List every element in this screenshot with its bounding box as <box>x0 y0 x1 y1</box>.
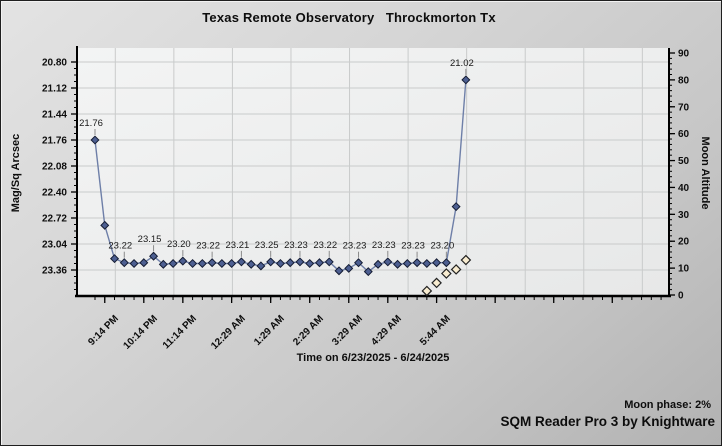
sqm-point-label: 23.23 <box>284 240 308 251</box>
sqm-data-point <box>393 259 403 269</box>
sqm-data-point <box>334 266 344 276</box>
y-left-tick-label: 21.12 <box>42 84 67 95</box>
sqm-point-label: 23.22 <box>196 241 220 252</box>
sqm-data-point <box>158 259 168 269</box>
sqm-point-label: 23.23 <box>343 241 367 252</box>
y-left-tick-label: 22.40 <box>42 188 67 199</box>
sqm-data-point <box>402 258 412 269</box>
sqm-data-point <box>285 258 295 268</box>
y-left-tick-label: 23.36 <box>42 266 67 277</box>
sqm-data-point <box>295 257 305 267</box>
x-tick-label: 4:29 AM <box>369 313 404 348</box>
x-tick-label: 11:14 PM <box>161 313 199 351</box>
x-tick-label: 1:29 AM <box>252 313 287 348</box>
moon-altitude-point <box>431 277 442 289</box>
moon-altitude-point <box>450 264 462 275</box>
app-credit-text: SQM Reader Pro 3 by Knightware <box>500 414 715 429</box>
moon-altitude-point <box>441 268 452 279</box>
y-right-tick-label: 30 <box>678 210 690 221</box>
y-right-tick-label: 50 <box>678 156 690 167</box>
sqm-point-label: 21.76 <box>79 118 103 129</box>
sqm-data-point <box>363 267 373 277</box>
sqm-data-point <box>119 258 129 268</box>
y-left-tick-label: 20.80 <box>42 58 67 69</box>
y-left-tick-label: 21.44 <box>42 110 67 121</box>
sqm-data-point <box>217 258 227 269</box>
sqm-data-point <box>197 258 207 269</box>
moon-altitude-point <box>460 254 472 266</box>
sqm-data-point <box>324 257 334 267</box>
sqm-data-point <box>314 258 324 268</box>
sqm-data-point <box>256 261 266 271</box>
sqm-data-point <box>441 258 451 268</box>
sqm-data-point <box>90 135 100 145</box>
sqm-data-point <box>246 259 256 269</box>
y-right-tick-label: 0 <box>678 291 684 302</box>
sqm-data-point <box>110 254 120 264</box>
plot-area <box>77 48 669 295</box>
sqm-point-label: 23.22 <box>108 241 132 252</box>
moon-phase-text: Moon phase: 2% <box>624 399 711 411</box>
x-tick-label: 5:44 AM <box>418 313 453 348</box>
sqm-data-point <box>451 202 461 212</box>
sqm-data-point <box>188 258 198 269</box>
sqm-point-label: 23.23 <box>372 240 396 251</box>
sqm-data-point <box>236 257 246 267</box>
sqm-data-point <box>168 258 178 269</box>
sqm-data-point <box>275 258 285 269</box>
sqm-point-label: 21.02 <box>450 58 474 69</box>
sqm-point-label: 23.15 <box>138 234 162 245</box>
sqm-data-point <box>422 258 432 269</box>
x-tick-label: 2:29 AM <box>291 313 326 348</box>
sqm-data-point <box>383 257 393 267</box>
y-right-tick-label: 10 <box>678 264 690 275</box>
x-axis-title: Time on 6/23/2025 - 6/24/2025 <box>297 352 450 364</box>
sqm-data-point <box>344 263 354 273</box>
sqm-point-label: 23.23 <box>401 241 425 252</box>
moon-altitude-point <box>421 285 433 297</box>
y-axis-title-right: Moon Altitude <box>699 137 711 210</box>
sqm-data-point <box>305 258 315 269</box>
sqm-data-point <box>178 256 188 266</box>
sqm-data-point <box>129 258 139 269</box>
x-tick-label: 12:29 AM <box>209 313 248 352</box>
y-right-tick-label: 80 <box>678 75 690 86</box>
sqm-data-point <box>266 257 276 267</box>
x-tick-label: 9:14 PM <box>86 313 121 348</box>
y-axis-title-left: Mag/Sq Arcsec <box>10 134 22 212</box>
sqm-data-point <box>139 258 149 268</box>
sqm-point-label: 23.20 <box>167 239 191 250</box>
chart-title: Texas Remote Observatory Throckmorton Tx <box>202 10 496 25</box>
sqm-data-point <box>354 258 364 268</box>
sqm-data-point <box>149 251 159 261</box>
x-tick-label: 3:29 AM <box>330 313 365 348</box>
sqm-point-label: 23.22 <box>313 240 337 251</box>
sqm-data-point <box>373 259 383 269</box>
sqm-data-point <box>100 220 110 230</box>
y-right-tick-label: 20 <box>678 237 690 248</box>
y-right-tick-label: 90 <box>678 49 690 60</box>
y-right-tick-label: 70 <box>678 102 690 113</box>
y-left-tick-label: 22.08 <box>42 162 67 173</box>
sqm-data-point <box>207 258 217 268</box>
x-tick-label: 10:14 PM <box>121 313 159 351</box>
sqm-point-label: 23.21 <box>226 240 250 251</box>
y-left-tick-label: 22.72 <box>42 214 67 225</box>
sqm-point-label: 23.25 <box>255 240 279 251</box>
y-left-tick-label: 23.04 <box>42 240 67 251</box>
y-right-tick-label: 60 <box>678 129 690 140</box>
sqm-data-point <box>227 258 237 269</box>
sqm-data-point <box>461 75 471 85</box>
y-right-tick-label: 40 <box>678 183 690 194</box>
sqm-point-label: 23.20 <box>430 241 454 252</box>
y-left-tick-label: 21.76 <box>42 136 67 147</box>
sqm-data-point <box>412 258 422 268</box>
sqm-data-point <box>432 258 442 268</box>
